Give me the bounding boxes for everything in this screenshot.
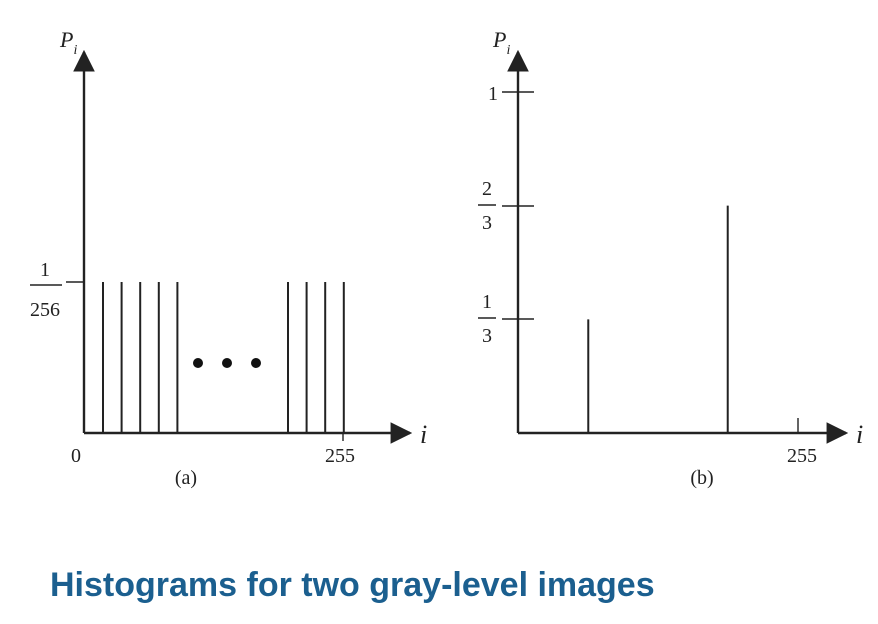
panel-b-label: (b) — [690, 467, 713, 489]
panel-a-x-axis-label: i — [420, 420, 427, 449]
panel-a-x-tick-255-label: 255 — [325, 445, 355, 467]
panel-a: Pi i 1 256 0 255 (a) — [30, 27, 427, 489]
panel-b-y-tick-1-3-den: 3 — [482, 325, 492, 347]
panel-a-ellipsis-dot — [251, 358, 261, 368]
caption-title: Histograms for two gray-level images — [50, 566, 850, 605]
panel-b-x-tick-255-label: 255 — [787, 445, 817, 467]
panel-a-ellipsis-dot — [193, 358, 203, 368]
panel-a-y-tick-num: 1 — [40, 259, 50, 281]
panel-b: Pi i 1 2 3 1 3 255 (b) — [478, 27, 863, 489]
panel-b-y-axis-label: Pi — [492, 27, 510, 58]
panel-b-bars — [588, 206, 727, 433]
panel-b-x-axis-label: i — [856, 420, 863, 449]
panel-a-bars — [103, 282, 344, 433]
panel-a-ellipsis-dot — [222, 358, 232, 368]
panel-b-y-tick-1-3-num: 1 — [482, 291, 492, 313]
panel-a-y-tick-den: 256 — [30, 299, 60, 321]
panel-a-y-axis-label: Pi — [59, 27, 77, 58]
panel-a-ellipsis — [193, 358, 261, 368]
panel-b-y-tick-2-3-num: 2 — [482, 178, 492, 200]
panel-a-x-tick-0: 0 — [71, 445, 81, 467]
panel-a-label: (a) — [175, 467, 197, 489]
panel-b-y-tick-1-label: 1 — [488, 83, 498, 105]
panel-b-y-tick-2-3-den: 3 — [482, 212, 492, 234]
